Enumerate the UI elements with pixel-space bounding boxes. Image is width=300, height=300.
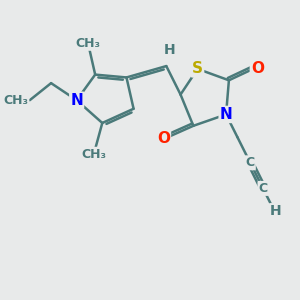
Text: H: H: [270, 204, 282, 218]
Text: N: N: [220, 107, 232, 122]
Text: CH₃: CH₃: [81, 148, 106, 161]
Text: C: C: [246, 156, 255, 169]
Text: CH₃: CH₃: [3, 94, 28, 107]
Text: C: C: [259, 182, 268, 195]
Text: H: H: [163, 44, 175, 57]
Text: O: O: [251, 61, 264, 76]
Text: S: S: [192, 61, 203, 76]
Text: N: N: [70, 93, 83, 108]
Text: CH₃: CH₃: [76, 37, 100, 50]
Text: O: O: [157, 131, 170, 146]
